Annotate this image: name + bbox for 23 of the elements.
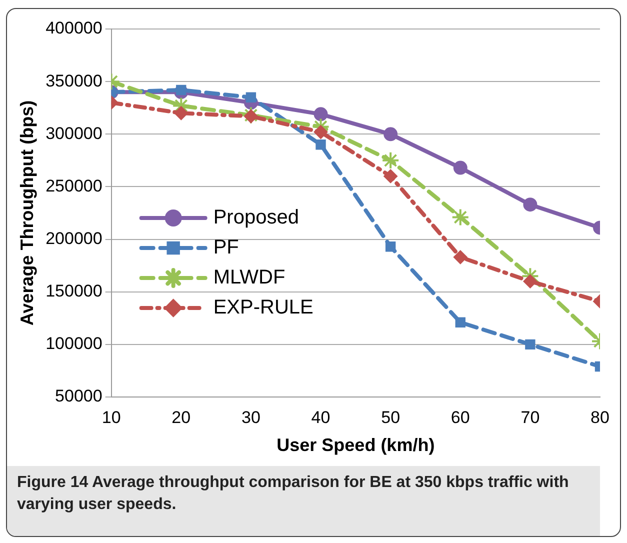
y-tick-label: 350000 bbox=[46, 71, 102, 90]
x-tick-label: 30 bbox=[241, 408, 260, 427]
legend-label: EXP-RULE bbox=[213, 296, 314, 319]
x-tick-label: 20 bbox=[172, 408, 191, 427]
legend-label: PF bbox=[213, 236, 239, 259]
y-tick-label: 400000 bbox=[46, 18, 102, 38]
x-axis-title: User Speed (km/h) bbox=[276, 435, 435, 456]
y-tick-label: 250000 bbox=[46, 176, 102, 196]
x-tick-label: 10 bbox=[102, 408, 121, 427]
x-tick-label: 70 bbox=[520, 408, 540, 427]
x-tick-label: 60 bbox=[450, 408, 470, 427]
y-tick-label: 300000 bbox=[46, 124, 102, 143]
x-tick-label: 80 bbox=[590, 408, 610, 427]
y-tick-label: 50000 bbox=[55, 386, 102, 406]
y-tick-label: 200000 bbox=[46, 228, 102, 248]
x-tick-label: 50 bbox=[381, 408, 400, 427]
legend-label: Proposed bbox=[213, 206, 299, 229]
legend-label: MLWDF bbox=[213, 266, 286, 289]
y-tick-label: 150000 bbox=[46, 282, 102, 301]
x-tick-label: 40 bbox=[311, 408, 330, 427]
y-axis-title: Average Throughput (bps) bbox=[16, 100, 37, 326]
caption: Figure 14 Average throughput comparison for BE at 350 kbps traffic with varying user speeds. bbox=[17, 473, 570, 515]
y-tick-label: 100000 bbox=[46, 334, 102, 354]
